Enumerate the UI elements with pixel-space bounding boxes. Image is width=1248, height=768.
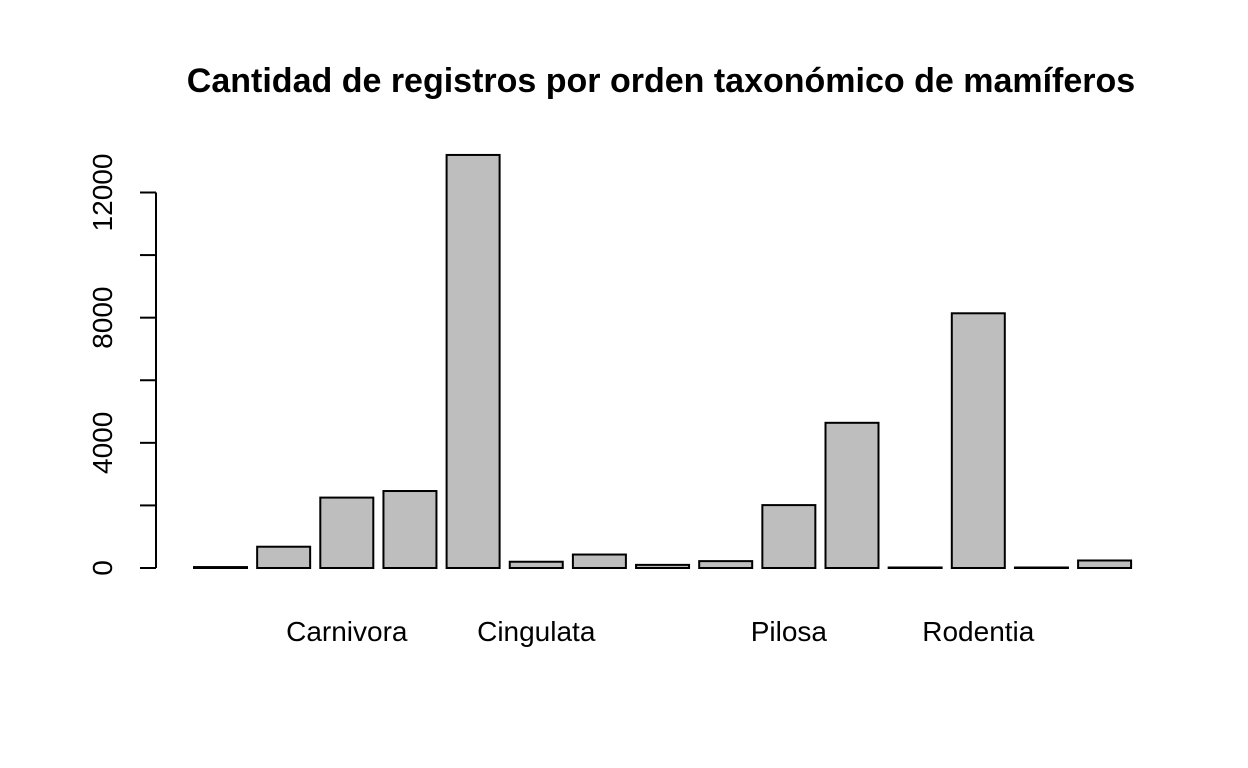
x-category-label: Pilosa [751,616,828,647]
x-category-label: Cingulata [477,616,596,647]
bar-3 [382,490,438,569]
bar-8 [698,560,754,569]
bar-1 [256,545,312,569]
x-category-label: Rodentia [922,616,1035,647]
y-axis: 0 4000 8000 12000 [87,154,157,576]
bar-9 [761,504,817,570]
x-axis-labels: Carnivora Cingulata Pilosa Rodentia [286,616,1035,647]
bar-13 [1013,566,1069,569]
bars [193,153,1133,570]
y-tick-label: 0 [87,560,118,576]
bar-12 [950,312,1006,570]
bar-4 [445,153,501,569]
y-tick-label: 4000 [87,412,118,474]
bar-5 [508,560,564,569]
bar-11 [887,566,943,569]
x-category-label: Carnivora [286,616,408,647]
chart-title: Cantidad de registros por orden taxonómi… [187,62,1135,100]
y-tick-label: 8000 [87,287,118,349]
y-tick-label: 12000 [87,154,118,232]
bar-14 [1077,559,1133,569]
bar-0 [193,566,248,569]
bar-10 [824,421,880,569]
bar-7 [635,563,691,569]
bar-2 [319,496,375,569]
bar-6 [571,553,627,569]
